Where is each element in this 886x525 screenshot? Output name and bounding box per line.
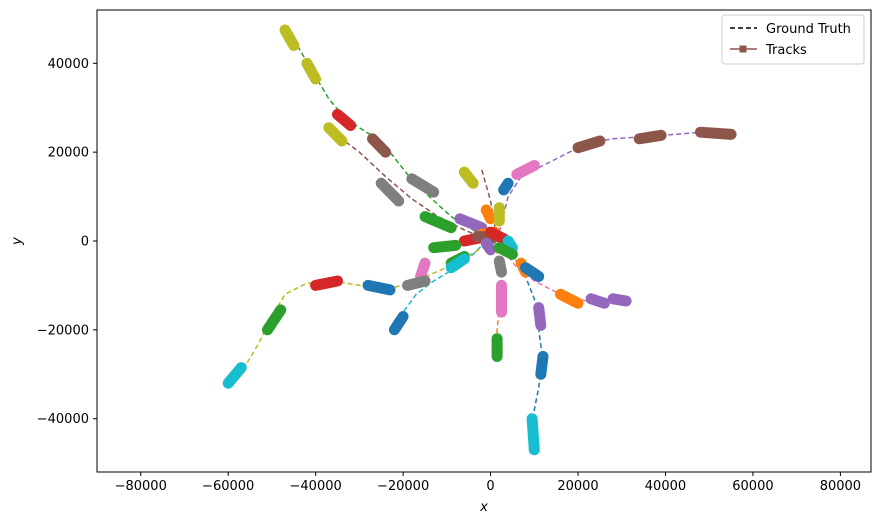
track-segment	[480, 237, 497, 256]
legend: Ground Truth Tracks	[721, 14, 865, 65]
x-tick-label: −40000	[290, 479, 342, 494]
track-segment	[607, 293, 632, 307]
track-segment	[310, 275, 343, 291]
legend-tracks-marker	[739, 45, 747, 53]
track-segment	[493, 255, 507, 278]
tracks-layer	[222, 24, 737, 456]
track-segment	[419, 211, 457, 234]
track-segment	[511, 160, 540, 180]
track-segment	[222, 362, 247, 389]
track-segment	[362, 279, 396, 296]
ground-truth-line	[498, 131, 727, 233]
plot-area	[222, 24, 737, 456]
x-tick-label: −60000	[202, 479, 254, 494]
track-segment	[406, 173, 440, 198]
track-segment	[388, 311, 409, 336]
y-tick-label: 20000	[48, 146, 89, 161]
x-tick-label: −80000	[115, 479, 167, 494]
track-segment	[535, 351, 549, 380]
track-segment	[279, 24, 300, 51]
y-axis-label: y	[10, 237, 25, 246]
x-tick-label: 60000	[732, 479, 773, 494]
track-segment	[367, 133, 392, 158]
track-segment	[498, 177, 514, 196]
track-segment	[428, 239, 462, 254]
track-segment	[485, 226, 510, 245]
track-segment	[415, 257, 431, 282]
track-segment	[480, 204, 497, 225]
ground-truth-line	[393, 240, 487, 331]
y-tick-label: 40000	[48, 57, 89, 72]
track-segment	[301, 57, 322, 85]
track-segment	[445, 253, 470, 274]
track-segment	[520, 262, 545, 282]
track-segment	[585, 293, 610, 309]
track-segment	[402, 275, 431, 291]
x-ticks: −80000 −60000 −40000 −20000 0 20000 40000 60000…	[115, 472, 861, 494]
track-segment	[526, 413, 540, 456]
track-segment	[493, 242, 518, 260]
x-tick-label: −20000	[377, 479, 429, 494]
x-axis-label: x	[479, 500, 488, 515]
track-segment	[633, 129, 667, 145]
x-tick-label: 40000	[645, 479, 686, 494]
legend-box	[721, 14, 865, 65]
track-segment	[502, 235, 518, 254]
y-tick-label: −20000	[37, 323, 89, 338]
track-segment	[572, 135, 606, 154]
track-segment	[332, 108, 357, 131]
track-segment	[323, 122, 348, 147]
track-segment	[555, 288, 584, 309]
track-segment	[262, 304, 287, 336]
legend-tracks-label: Tracks	[765, 43, 807, 58]
track-segment	[695, 126, 737, 140]
y-tick-label: 0	[81, 235, 89, 250]
y-tick-label: −40000	[37, 412, 89, 427]
track-segment	[458, 166, 479, 189]
track-segment	[375, 177, 405, 207]
legend-ground-truth-label: Ground Truth	[766, 22, 851, 37]
x-tick-label: 20000	[557, 479, 598, 494]
x-tick-label: 0	[486, 479, 494, 494]
track-segment	[454, 213, 488, 234]
track-segment	[533, 302, 547, 331]
x-tick-label: 80000	[820, 479, 861, 494]
y-ticks: −40000 −20000 0 20000 40000	[37, 57, 97, 427]
ground-truth-line	[332, 131, 491, 242]
